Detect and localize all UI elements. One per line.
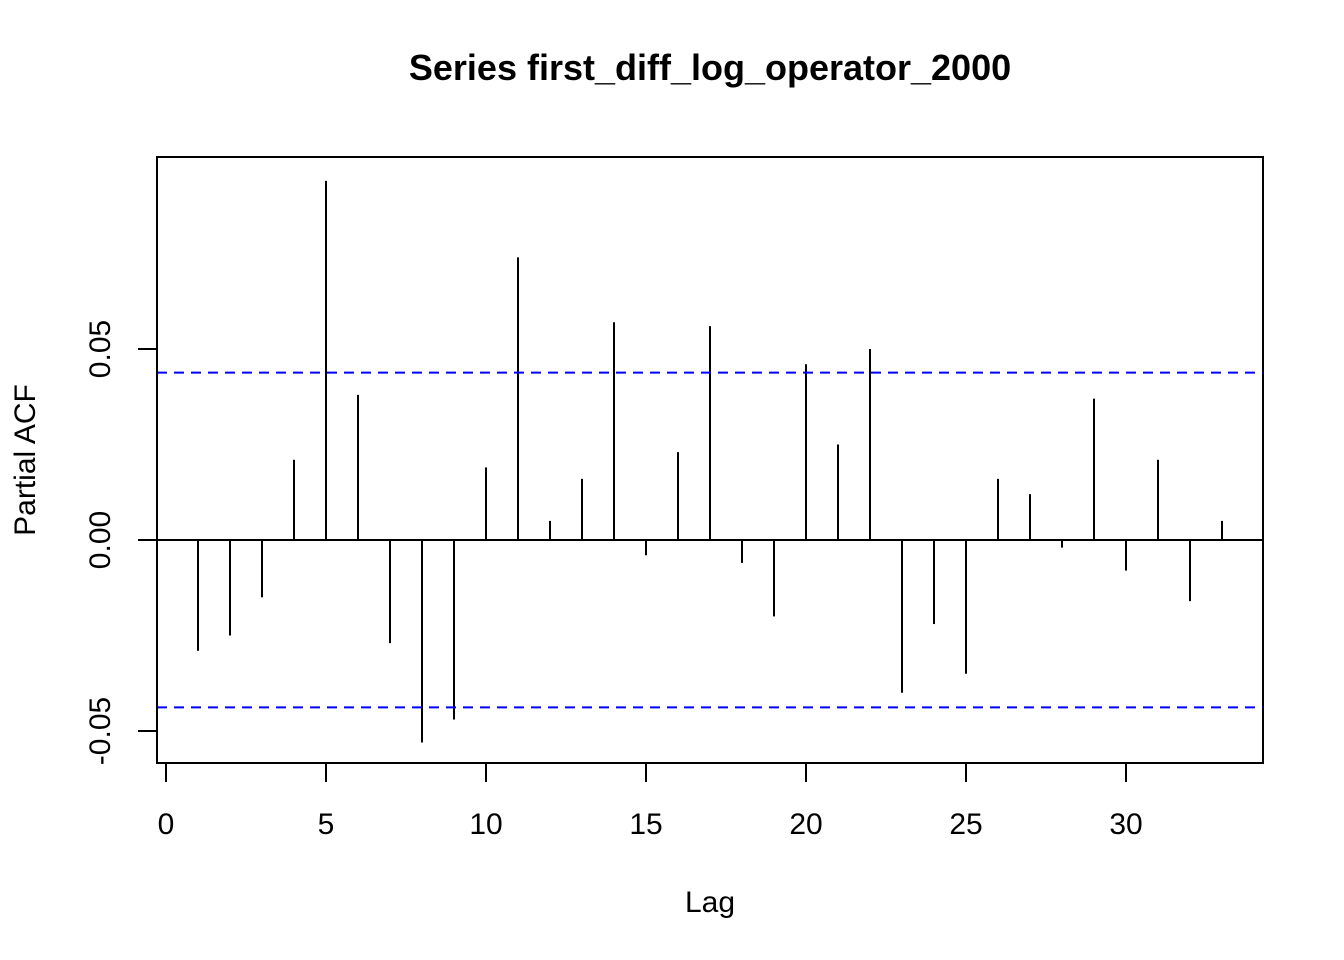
x-axis: 0 5 10 15 20 25 30 [158, 762, 1143, 841]
x-tick-label-20: 20 [789, 808, 822, 841]
chart-title: Series first_diff_log_operator_2000 [409, 47, 1011, 88]
y-axis: -0.05 0.00 0.05 [84, 320, 158, 765]
x-tick-label-25: 25 [949, 808, 982, 841]
x-tick-label-30: 30 [1109, 808, 1142, 841]
bars-group [197, 180, 1223, 743]
x-tick-label-10: 10 [469, 808, 502, 841]
x-tick-label-15: 15 [629, 808, 662, 841]
x-tick-label-5: 5 [318, 808, 335, 841]
confidence-lines-group [157, 371, 1263, 709]
y-tick-label-0: -0.05 [84, 697, 117, 765]
x-axis-label: Lag [685, 886, 735, 919]
y-tick-label-2: 0.05 [84, 320, 117, 378]
y-tick-label-1: 0.00 [84, 511, 117, 569]
y-axis-label: Partial ACF [9, 384, 42, 536]
x-tick-label-0: 0 [158, 808, 175, 841]
